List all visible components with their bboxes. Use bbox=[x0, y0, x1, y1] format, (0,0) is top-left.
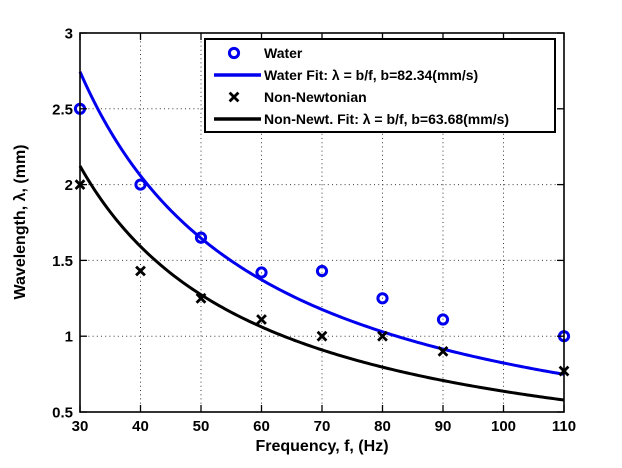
x-tick-label: 110 bbox=[552, 418, 576, 435]
legend: Water Water Fit: λ = b/f, b=82.34(mm/s) No… bbox=[204, 38, 556, 133]
x-axis-label: Frequency, f, (Hz) bbox=[255, 438, 388, 455]
legend-item-0: Water bbox=[206, 42, 554, 64]
data-point-x bbox=[437, 345, 449, 357]
y-tick-label: 3 bbox=[65, 26, 73, 43]
y-tick-label: 2 bbox=[65, 177, 73, 194]
legend-line-swatch bbox=[214, 73, 261, 77]
legend-label: Water Fit: λ = b/f, b=82.34(mm/s) bbox=[264, 67, 479, 83]
y-tick-label: 1.5 bbox=[52, 253, 73, 270]
data-point-x bbox=[135, 265, 146, 277]
x-tick-label: 90 bbox=[435, 418, 452, 435]
data-point-circle bbox=[134, 178, 147, 191]
y-tick-label: 1 bbox=[65, 329, 73, 346]
x-tick-label: 70 bbox=[314, 418, 331, 435]
legend-label: Non-Newtonian bbox=[264, 89, 367, 105]
legend-label: Water bbox=[264, 45, 303, 61]
data-point-circle bbox=[315, 264, 329, 278]
legend-label: Non-Newt. Fit: λ = b/f, b=63.68(mm/s) bbox=[264, 111, 510, 127]
fit-line-series-3 bbox=[78, 165, 565, 402]
data-point-x bbox=[316, 330, 328, 342]
y-axis-label: Wavelength, λ, (mm) bbox=[12, 145, 29, 300]
legend-line-swatch bbox=[214, 117, 261, 121]
x-tick-label: 80 bbox=[374, 418, 391, 435]
y-tick-label: 0.5 bbox=[52, 405, 73, 422]
legend-item-1: Water Fit: λ = b/f, b=82.34(mm/s) bbox=[206, 64, 554, 86]
x-tick-label: 50 bbox=[193, 418, 210, 435]
legend-marker-swatch bbox=[228, 91, 240, 103]
data-point-circle bbox=[255, 266, 268, 279]
legend-x-marker-icon bbox=[228, 91, 240, 103]
x-tick-label: 100 bbox=[491, 418, 516, 435]
legend-item-3: Non-Newt. Fit: λ = b/f, b=63.68(mm/s) bbox=[206, 108, 554, 130]
legend-circle-marker-icon bbox=[227, 46, 241, 60]
data-point-circle bbox=[194, 231, 208, 244]
fit-line-series-1 bbox=[78, 71, 565, 376]
data-point-x bbox=[195, 292, 207, 304]
y-tick-label: 2.5 bbox=[52, 101, 73, 118]
tick-labels: 30 40 50 60 70 80 90 100 110 0.5 1 1.5 2 2.5 3 bbox=[52, 26, 576, 436]
data-point-circle bbox=[376, 292, 389, 305]
x-tick-label: 40 bbox=[132, 418, 149, 435]
legend-marker-swatch bbox=[227, 46, 241, 60]
tick-marks bbox=[79, 32, 565, 413]
data-point-x bbox=[377, 330, 388, 342]
x-tick-label: 60 bbox=[253, 418, 270, 435]
data-point-circle bbox=[436, 313, 450, 326]
data-point-x bbox=[256, 314, 267, 325]
legend-item-2: Non-Newtonian bbox=[206, 86, 554, 108]
x-tick-label: 30 bbox=[72, 418, 89, 435]
